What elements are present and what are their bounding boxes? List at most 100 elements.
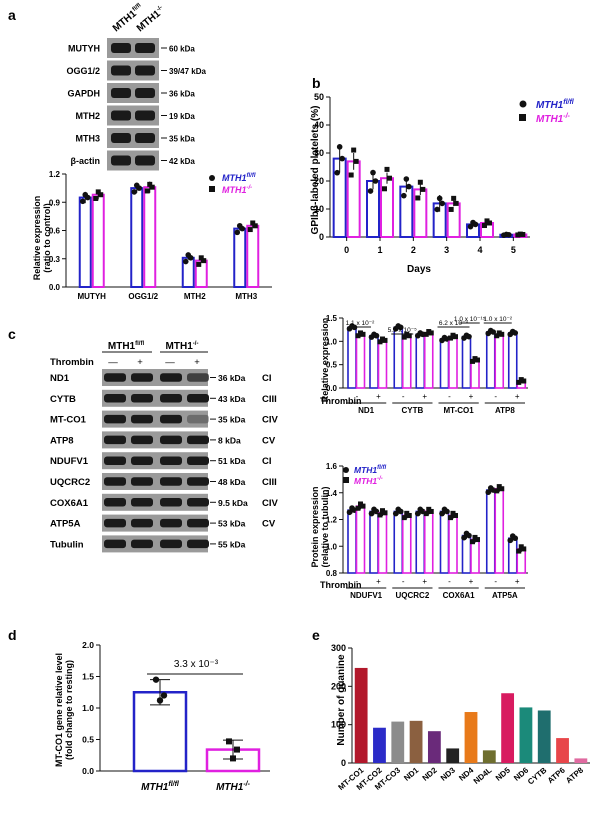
c-bot-thrombin: Thrombin [320, 580, 362, 590]
pt-MTH3-0 [234, 229, 241, 236]
y-tick-label: 0.9 [49, 198, 61, 207]
pt-CYTB-1-0 [401, 334, 407, 340]
pvalue: 5.9 x 10⁻⁵ [388, 327, 418, 334]
bar-MT-CO1 [354, 667, 368, 763]
pt-day2-0 [401, 192, 407, 199]
pt-MUTYH-2 [84, 194, 91, 201]
b-xlabel: Days [407, 264, 431, 275]
pt-MTH2-2 [187, 255, 194, 261]
panel-e-chart: Number of guanine 0100200300MT-CO1MT-CO2… [331, 643, 590, 792]
bar-MT-CO1-3 [470, 359, 480, 389]
blot-kda: 19 kDa [169, 112, 195, 121]
sign-minus: - [494, 577, 497, 586]
panel-label-d: d [8, 627, 17, 643]
pt-NDUFV1-0-0 [346, 509, 353, 516]
blot-band [131, 539, 153, 549]
c-sign-1: — [108, 357, 118, 368]
panel-c-blots: MTH1fl/fl MTH1-/- Thrombin — + — + ND1 36… [50, 341, 279, 553]
pt-NDUFV1-2-0 [368, 510, 375, 517]
bar-MUTYH-0 [78, 196, 92, 289]
blot-name-MTH2: MTH2 [76, 111, 101, 121]
pt-day4-2 [487, 220, 492, 226]
sign-plus: + [469, 392, 474, 401]
y-tick-label: 0.5 [326, 361, 338, 370]
blot-band [160, 394, 182, 403]
pt-ND1-3-2 [382, 337, 388, 343]
pt-COX6A1-2-2 [466, 532, 472, 539]
pt-day5-2 [520, 231, 526, 237]
blot-band [104, 539, 126, 549]
pt-COX6A1-1-2 [453, 512, 458, 518]
blot-band [111, 133, 131, 143]
blot-band [135, 43, 155, 53]
blot-band [104, 456, 126, 465]
blot-kda: 8 kDa [218, 435, 241, 445]
blot-band [111, 65, 131, 76]
pt-d [152, 676, 160, 683]
legend-b-ko: MTH1-/- [536, 113, 571, 125]
panel-c-bottom-chart: Protein expression (relative to tubulin)… [310, 462, 528, 600]
y-tick-label: 20 [314, 176, 324, 186]
blot-strip [102, 410, 208, 428]
bar-ND5 [501, 693, 515, 763]
bar-ATP5A-1 [494, 487, 505, 574]
pvalue: 1.0 x 10⁻² [483, 316, 513, 323]
blot-band [160, 518, 182, 528]
sign-plus: + [376, 392, 381, 401]
pt-CYTB-1-2 [406, 333, 412, 339]
y-tick-label: 300 [331, 643, 346, 653]
pt-ATP8-2-2 [512, 330, 519, 336]
pt-day0-0 [348, 172, 354, 178]
bar-ND1-0 [347, 326, 357, 389]
pt-day4-2 [472, 221, 479, 228]
blot-strip [102, 431, 208, 449]
x-tick-ND3: ND3 [439, 765, 457, 783]
bar-ATP8-2 [507, 332, 518, 389]
sign-plus: + [376, 577, 381, 586]
blot-stack-c: ND1 36 kDa CI CYTB 43 kDa CIII MT-CO1 35 kDa CIV… [50, 369, 279, 553]
blot-band [187, 394, 209, 403]
bar-NDUFV1-2 [369, 510, 379, 574]
blot-band [135, 88, 155, 98]
y-tick-label: 0.0 [49, 283, 61, 292]
blot-name-NDUFV1: NDUFV1 [50, 456, 89, 467]
pt-day3-0 [448, 206, 454, 212]
blot-kda: 43 kDa [218, 394, 246, 404]
pt-ATP5A-2-2 [512, 535, 519, 542]
pt-MTH2-0 [196, 261, 202, 267]
legend-a-ko: MTH1-/- [222, 185, 252, 195]
x-tick-label: MT-CO1 [444, 406, 475, 415]
x-tick-label: CYTB [401, 406, 423, 415]
pvalue: 6.2 x 10⁻⁹ [439, 320, 469, 327]
blot-band [160, 456, 182, 465]
blot-band [111, 110, 131, 121]
blot-band [187, 435, 209, 445]
pt-d [230, 755, 236, 762]
panel-b-chart: GPIbβ-labeled platelets (%) Days 0102030… [310, 92, 530, 275]
pt-ATP8-1-0 [494, 333, 500, 339]
bar-ATP8-1 [494, 333, 505, 389]
blot-band [131, 414, 153, 424]
pt-day4-0 [467, 223, 474, 230]
pt-day0-1 [336, 144, 343, 150]
bar-MUTYH-1 [91, 193, 105, 288]
a-ylabel-1: Relative expression [32, 196, 42, 281]
pt-OGG1/2-2 [136, 185, 143, 191]
blot-band [104, 435, 126, 445]
bar-UQCRC2-2 [415, 510, 426, 574]
pt-ATP8-3-0 [516, 379, 522, 385]
legend-b: MTH1fl/fl MTH1-/- [519, 99, 575, 125]
x-tick-label: OGG1/2 [128, 292, 158, 301]
blot-band [160, 435, 182, 445]
blot-kda: 55 kDa [218, 539, 246, 549]
pt-UQCRC2-0-0 [392, 510, 399, 517]
pt-COX6A1-0-0 [439, 510, 445, 517]
pt-d [234, 746, 240, 753]
blot-band [104, 518, 126, 528]
bar-NDUFV1-0 [347, 509, 357, 574]
pt-ATP5A-1-2 [499, 486, 505, 492]
pt-day5-2 [506, 231, 512, 238]
blot-stack-a: MUTYH 60 kDa OGG1/2 39/47 kDa GAPDH 36 kDa MTH… [66, 38, 206, 171]
blot-band [131, 518, 153, 528]
blot-strip [102, 473, 208, 490]
